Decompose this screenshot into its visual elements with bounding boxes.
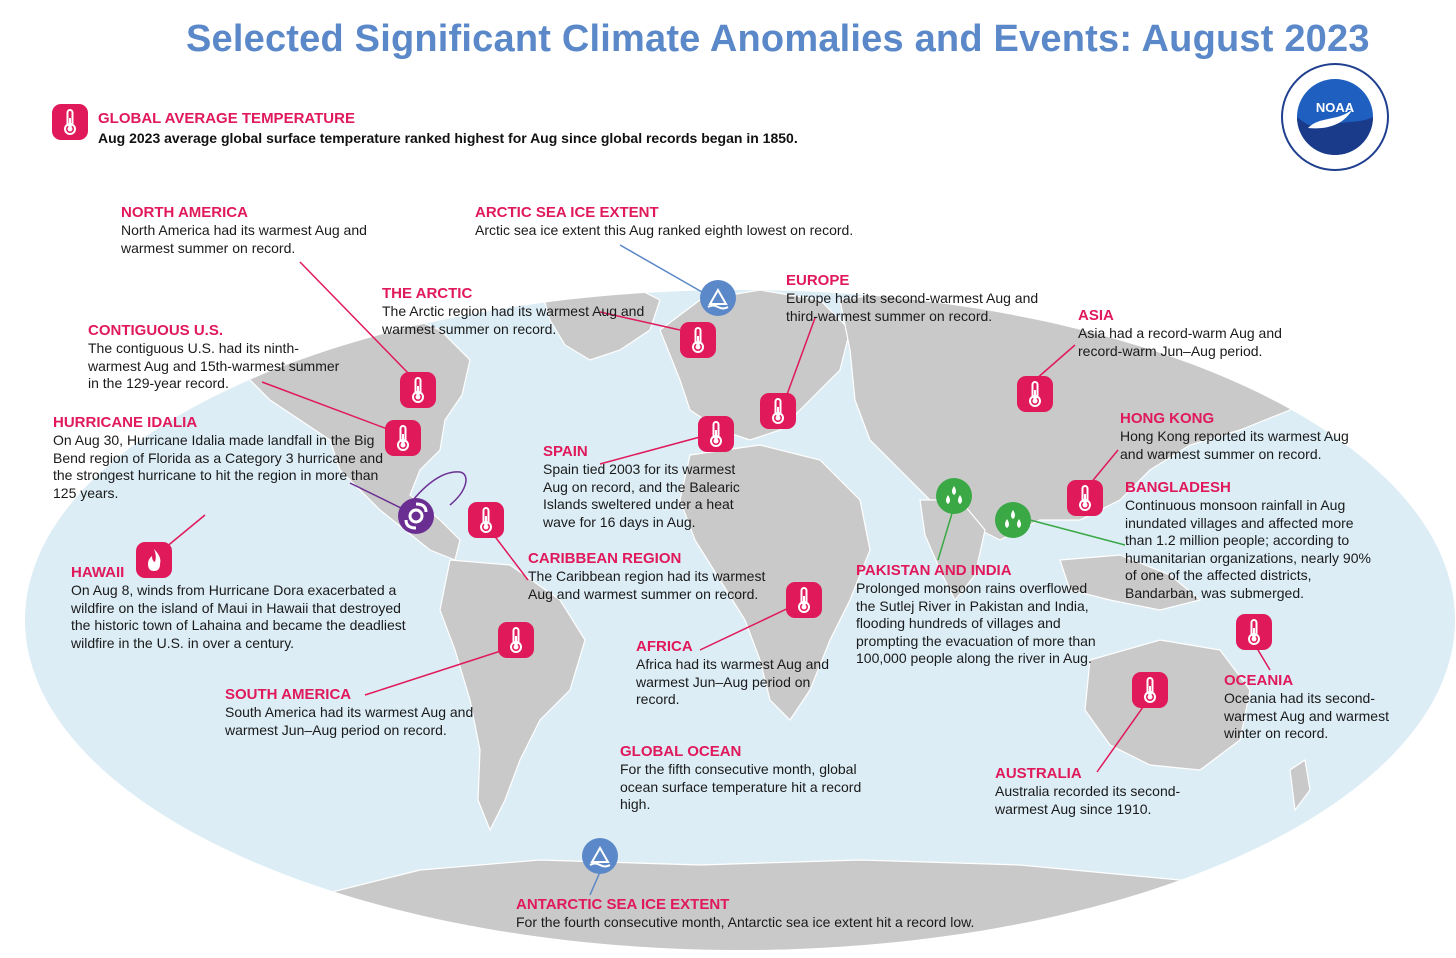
annotation-hurricane-idalia: HURRICANE IDALIA On Aug 30, Hurricane Id… [53,414,398,502]
pakistan-india-text: Prolonged monsoon rains overflowed the S… [856,580,1096,666]
annotation-the-arctic: THE ARCTIC The Arctic region had its war… [382,285,667,338]
caribbean-text: The Caribbean region had its warmest Aug… [528,568,766,602]
global-ocean-text: For the fifth consecutive month, global … [620,761,862,812]
caribbean-heading: CARIBBEAN REGION [528,550,682,567]
thermometer-icon [1236,614,1272,650]
asia-text: Asia had a record-warm Aug and record-wa… [1078,325,1282,359]
oceania-text: Oceania had its second-warmest Aug and w… [1224,690,1389,741]
noaa-logo-text: NOAA [1316,100,1355,115]
contiguous-us-text: The contiguous U.S. had its ninth-warmes… [88,340,340,391]
hurricane-idalia-heading: HURRICANE IDALIA [53,414,198,431]
thermometer-icon [1132,672,1168,708]
north-america-heading: NORTH AMERICA [121,204,248,221]
antarctic-sea-ice-heading: ANTARCTIC SEA ICE EXTENT [516,896,730,913]
new-zealand-landmass [1289,758,1311,812]
australia-text: Australia recorded its second-warmest Au… [995,783,1181,817]
pakistan-india-heading: PAKISTAN AND INDIA [856,562,1012,579]
europe-heading: EUROPE [786,272,850,289]
arctic-sea-ice-heading: ARCTIC SEA ICE EXTENT [475,204,659,221]
annotation-asia: ASIA Asia had a record-warm Aug and reco… [1078,307,1303,360]
the-arctic-text: The Arctic region had its warmest Aug an… [382,303,645,337]
contiguous-us-heading: CONTIGUOUS U.S. [88,322,224,339]
rain-drops-icon [995,502,1031,538]
annotation-africa: AFRICA Africa had its warmest Aug and wa… [636,638,836,709]
annotation-australia: AUSTRALIA Australia recorded its second-… [995,765,1205,818]
bangladesh-text: Continuous monsoon rainfall in Aug inund… [1125,497,1371,601]
annotation-europe: EUROPE Europe had its second-warmest Aug… [786,272,1041,325]
wildfire-icon [136,542,172,578]
thermometer-icon [760,393,796,429]
hawaii-heading: HAWAII [71,564,125,581]
oceania-heading: OCEANIA [1224,672,1294,689]
thermometer-icon [52,104,88,140]
thermometer-icon [498,622,534,658]
thermometer-icon [400,372,436,408]
thermometer-icon [698,416,734,452]
arctic-sea-ice-text: Arctic sea ice extent this Aug ranked ei… [475,222,854,238]
annotation-arctic-sea-ice: ARCTIC SEA ICE EXTENT Arctic sea ice ext… [475,204,885,240]
south-america-text: South America had its warmest Aug and wa… [225,704,474,738]
antarctic-sea-ice-text: For the fourth consecutive month, Antarc… [516,914,975,930]
annotation-antarctic-sea-ice: ANTARCTIC SEA ICE EXTENT For the fourth … [516,896,1036,932]
annotation-hong-kong: HONG KONG Hong Kong reported its warmest… [1120,410,1370,463]
global-ocean-heading: GLOBAL OCEAN [620,743,742,760]
global-average-temperature-heading: GLOBAL AVERAGE TEMPERATURE [98,110,355,127]
africa-text: Africa had its warmest Aug and warmest J… [636,656,829,707]
annotation-south-america: SOUTH AMERICA South America had its warm… [225,686,500,739]
south-america-heading: SOUTH AMERICA [225,686,352,703]
hong-kong-text: Hong Kong reported its warmest Aug and w… [1120,428,1349,462]
page-title: Selected Significant Climate Anomalies a… [186,18,1370,60]
sea-ice-icon [700,280,736,316]
noaa-logo: NOAA [1281,63,1389,171]
asia-heading: ASIA [1078,307,1114,324]
thermometer-icon [385,420,421,456]
annotation-north-america: NORTH AMERICA North America had its warm… [121,204,391,257]
hong-kong-heading: HONG KONG [1120,410,1215,427]
annotation-contiguous-us: CONTIGUOUS U.S. The contiguous U.S. had … [88,322,343,393]
australia-heading: AUSTRALIA [995,765,1082,782]
annotation-oceania: OCEANIA Oceania had its second-warmest A… [1224,672,1414,743]
spain-text: Spain tied 2003 for its warmest Aug on r… [543,461,740,530]
thermometer-icon [786,582,822,618]
africa-landmass [679,444,871,721]
africa-heading: AFRICA [636,638,693,655]
europe-text: Europe had its second-warmest Aug and th… [786,290,1039,324]
hurricane-icon [398,498,434,534]
thermometer-icon [468,502,504,538]
bangladesh-heading: BANGLADESH [1125,479,1231,496]
thermometer-icon [1067,480,1103,516]
hawaii-text: On Aug 8, winds from Hurricane Dora exac… [71,582,406,651]
spain-heading: SPAIN [543,443,588,460]
annotation-caribbean: CARIBBEAN REGION The Caribbean region ha… [528,550,793,603]
the-arctic-heading: THE ARCTIC [382,285,473,302]
global-average-temperature-text: Aug 2023 average global surface temperat… [98,130,798,146]
north-america-text: North America had its warmest Aug and wa… [121,222,367,256]
thermometer-icon [1017,376,1053,412]
annotation-bangladesh: BANGLADESH Continuous monsoon rainfall i… [1125,479,1375,602]
annotation-global-ocean: GLOBAL OCEAN For the fifth consecutive m… [620,743,880,814]
annotation-hawaii: HAWAII On Aug 8, winds from Hurricane Do… [71,564,406,652]
annotation-spain: SPAIN Spain tied 2003 for its warmest Au… [543,443,758,531]
sea-ice-icon [582,838,618,874]
hurricane-idalia-text: On Aug 30, Hurricane Idalia made landfal… [53,432,383,501]
rain-drops-icon [936,478,972,514]
annotation-pakistan-india: PAKISTAN AND INDIA Prolonged monsoon rai… [856,562,1106,668]
thermometer-icon [680,322,716,358]
maritime-southeast-asia [1059,554,1202,611]
